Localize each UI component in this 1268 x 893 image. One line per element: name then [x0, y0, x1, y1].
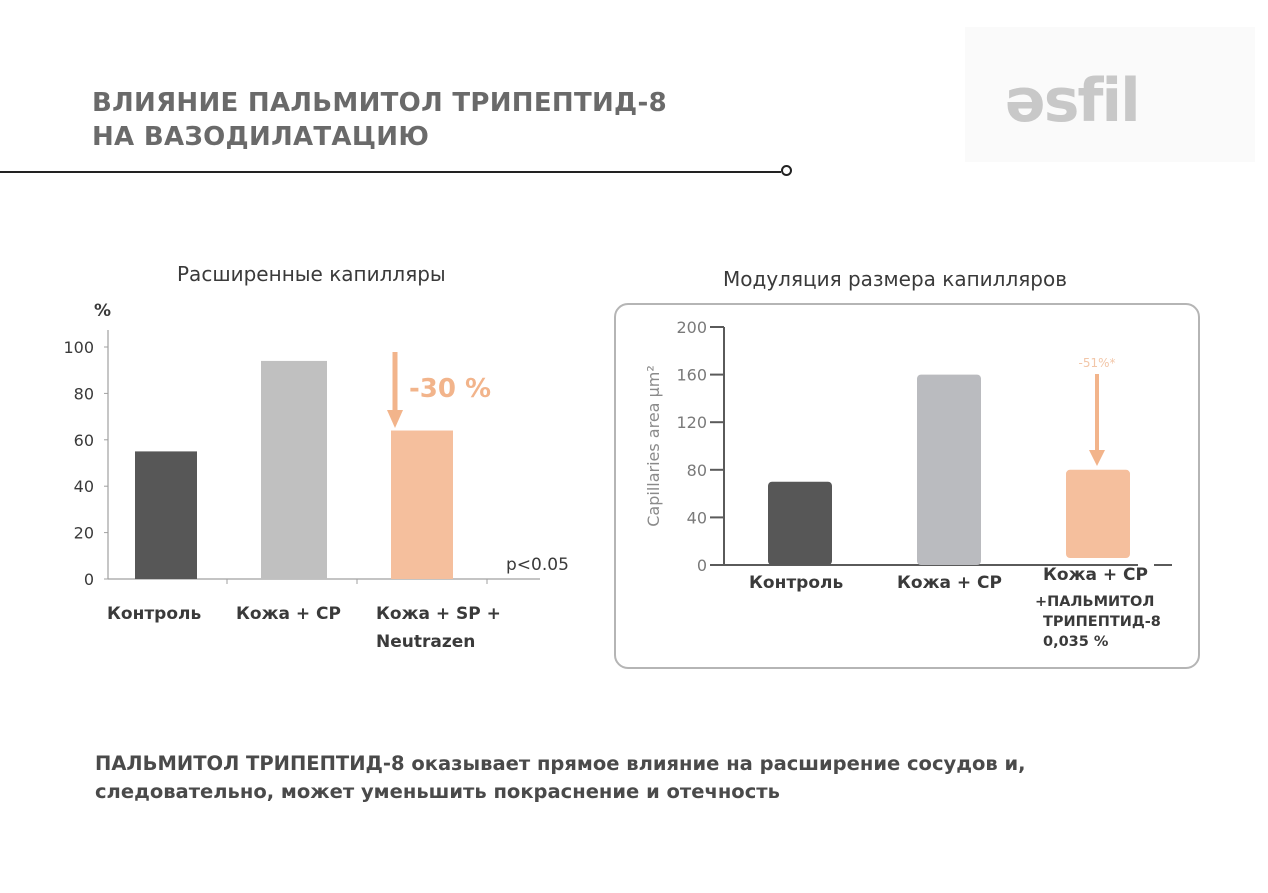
left-y-tick-label: 40	[74, 477, 94, 496]
right-annotation-arrowhead-icon	[1089, 450, 1105, 466]
title-divider	[0, 171, 781, 173]
right-bar	[917, 374, 981, 565]
left-significance-note: p<0.05	[506, 555, 569, 575]
right-bar	[768, 481, 832, 565]
right-chart-title: Модуляция размера капилляров	[723, 267, 1067, 291]
right-category-label: ТРИПЕПТИД-8	[1043, 614, 1161, 630]
left-y-tick-label: 80	[74, 384, 94, 403]
left-bar	[391, 430, 453, 579]
conclusion-text: ПАЛЬМИТОЛ ТРИПЕПТИД-8 оказывает прямое в…	[95, 750, 1026, 806]
right-bar	[1066, 469, 1130, 558]
right-y-tick-label: 160	[676, 366, 707, 385]
right-category-label: Кожа + CP	[897, 573, 1002, 593]
right-category-label: +ПАЛЬМИТОЛ	[1035, 594, 1154, 610]
divider-circle-icon	[781, 165, 792, 176]
left-y-tick-label: 20	[74, 524, 94, 543]
page-title-line-1: ВЛИЯНИЕ ПАЛЬМИТОЛ ТРИПЕПТИД-8	[92, 88, 667, 118]
right-annotation-label: -51%*	[1078, 356, 1115, 370]
right-y-tick-label: 120	[676, 413, 707, 432]
right-category-label: 0,035 %	[1043, 634, 1109, 650]
left-category-label: Кожа + CP	[236, 604, 341, 624]
left-bar	[135, 451, 197, 579]
logo-background	[965, 27, 1255, 162]
left-y-tick-label: 60	[74, 431, 94, 450]
left-category-label: Контроль	[107, 604, 201, 624]
right-y-tick-label: 80	[687, 461, 707, 480]
left-y-tick-label: 0	[84, 570, 94, 589]
right-category-label: Контроль	[749, 573, 843, 593]
left-annotation-label: -30 %	[409, 374, 491, 404]
left-y-axis-label: %	[94, 301, 111, 321]
page-title-line-2: НА ВАЗОДИЛАТАЦИЮ	[92, 122, 430, 152]
right-y-tick-label: 0	[697, 556, 707, 575]
right-y-tick-label: 200	[676, 318, 707, 337]
right-category-label: Кожа + CP	[1043, 565, 1148, 585]
left-y-tick-label: 100	[63, 338, 94, 357]
right-y-tick-label: 40	[687, 508, 707, 527]
left-category-label: Кожа + SP +	[376, 604, 501, 624]
conclusion-line-1: ПАЛЬМИТОЛ ТРИПЕПТИД-8 оказывает прямое в…	[95, 752, 1026, 775]
left-chart-title: Расширенные капилляры	[177, 262, 446, 286]
left-annotation-arrowhead-icon	[387, 410, 403, 428]
left-bar	[261, 360, 327, 579]
left-category-label: Neutrazen	[376, 632, 475, 652]
conclusion-line-2: следовательно, может уменьшить покраснен…	[95, 780, 780, 803]
page-title: ВЛИЯНИЕ ПАЛЬМИТОЛ ТРИПЕПТИД-8 НА ВАЗОДИЛ…	[92, 86, 667, 154]
brand-logo: əsfil	[1005, 66, 1141, 136]
right-y-axis-label: Capillaries area µm²	[644, 365, 663, 527]
